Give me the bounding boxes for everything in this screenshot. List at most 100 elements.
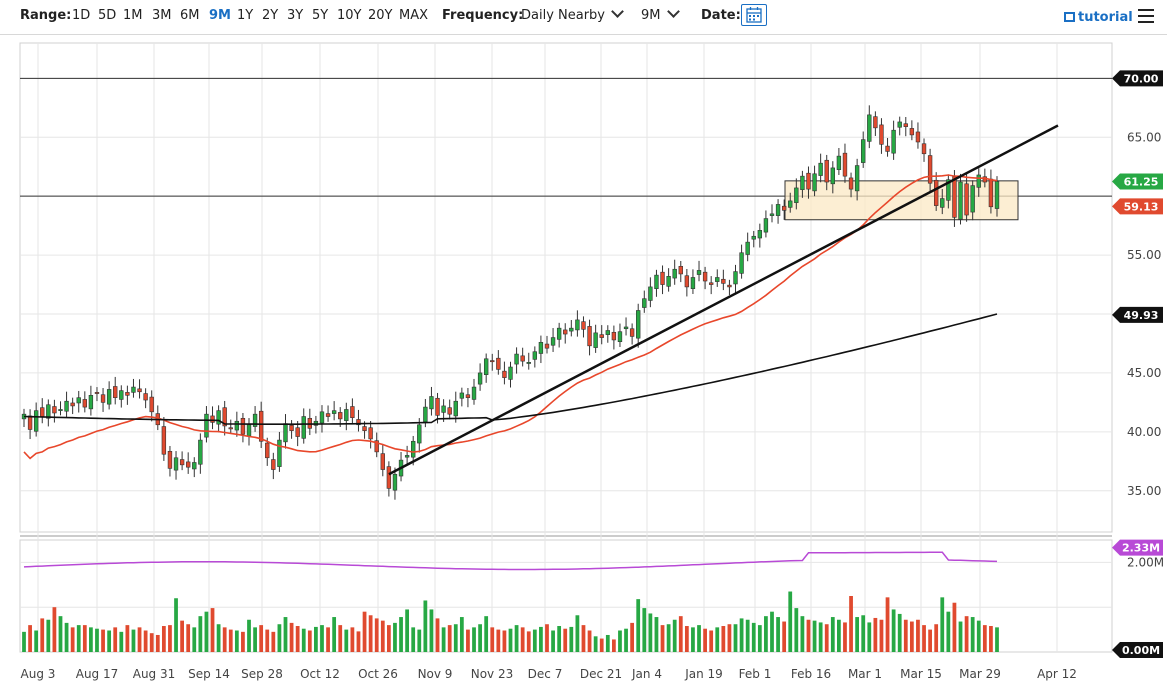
candle-body: [502, 370, 507, 378]
volume-bar: [417, 629, 422, 652]
candle: [593, 324, 598, 353]
candle: [483, 353, 489, 383]
candle: [289, 420, 294, 439]
hamburger-menu-icon[interactable]: [1138, 9, 1154, 23]
frequency-dropdown[interactable]: Daily Nearby: [521, 5, 624, 23]
candle: [660, 265, 665, 295]
volume-bar: [326, 627, 330, 652]
volume-bar: [551, 630, 555, 652]
consolidation-zone: [784, 180, 1019, 221]
range-option-1m[interactable]: 1M: [123, 8, 143, 23]
y-tick-label: 35.00: [1127, 484, 1161, 498]
period-dropdown[interactable]: 9M: [641, 5, 680, 23]
volume-bar: [903, 619, 908, 652]
date-label: Date:: [701, 8, 741, 23]
volume-bar: [654, 617, 659, 652]
candle-body: [40, 407, 45, 417]
candle-body: [404, 455, 410, 458]
candle-body: [137, 388, 142, 393]
range-option-20y[interactable]: 20Y: [368, 8, 393, 23]
candle-body: [113, 386, 118, 398]
badge-label: 0.00M: [1122, 644, 1160, 657]
candle: [137, 379, 142, 399]
volume-bar: [970, 617, 975, 652]
calendar-button[interactable]: [741, 4, 767, 26]
candle-body: [927, 155, 933, 184]
candle-body: [429, 396, 434, 410]
range-option-10y[interactable]: 10Y: [337, 8, 362, 23]
range-option-5d[interactable]: 5D: [98, 8, 117, 23]
candle-body: [356, 419, 361, 426]
candle-body: [891, 129, 896, 154]
candle-body: [471, 386, 477, 400]
badge-label: 59.13: [1124, 200, 1159, 213]
volume-bar: [466, 629, 470, 652]
candle-body: [648, 286, 653, 301]
range-option-3y[interactable]: 3Y: [287, 8, 304, 23]
candle-body: [970, 185, 975, 213]
volume-bar: [216, 624, 221, 652]
range-option-9m[interactable]: 9M: [209, 8, 231, 23]
candle-body: [173, 457, 179, 471]
candle-body: [331, 410, 337, 414]
candle: [781, 199, 787, 220]
candle: [429, 386, 434, 416]
candle-body: [946, 179, 951, 201]
candle: [380, 444, 385, 477]
y-tick-label: 45.00: [1127, 366, 1161, 380]
candle-body: [940, 198, 945, 208]
volume-bar: [843, 622, 847, 652]
range-option-6m[interactable]: 6M: [180, 8, 200, 23]
candle: [27, 409, 33, 440]
volume-bar: [678, 616, 683, 652]
x-tick-label: Feb 16: [791, 667, 831, 681]
volume-bar: [64, 622, 69, 652]
candle-body: [283, 423, 288, 443]
volume-bar: [101, 629, 105, 652]
volume-bar: [247, 619, 251, 652]
candle-body: [265, 442, 270, 459]
range-option-max[interactable]: MAX: [399, 8, 429, 23]
volume-bar: [137, 627, 142, 652]
range-option-1y[interactable]: 1Y: [237, 8, 254, 23]
range-option-1d[interactable]: 1D: [72, 8, 91, 23]
range-option-2y[interactable]: 2Y: [262, 8, 279, 23]
range-option-5y[interactable]: 5Y: [312, 8, 329, 23]
volume-bar: [356, 631, 361, 652]
volume-bar: [922, 625, 926, 652]
volume-bar: [776, 617, 780, 652]
candle-body: [660, 271, 665, 285]
candle-body: [338, 412, 343, 420]
consolidation-box: [784, 180, 1019, 221]
candle-body: [386, 466, 392, 489]
film-icon: [1064, 12, 1075, 22]
volume-bar: [490, 627, 495, 652]
candle: [636, 303, 641, 348]
candle-body: [763, 218, 769, 233]
candle: [569, 320, 574, 337]
volume-bar: [411, 627, 416, 652]
volume-bar: [423, 600, 428, 652]
candle-body: [186, 461, 191, 468]
range-option-3m[interactable]: 3M: [152, 8, 172, 23]
candle-body: [100, 394, 106, 403]
volume-bar: [630, 622, 635, 652]
candle-body: [94, 392, 100, 394]
x-tick-label: Dec 7: [528, 667, 563, 681]
volume-bar: [46, 619, 51, 652]
candle: [708, 276, 714, 295]
candle: [854, 158, 860, 201]
volume-bar: [581, 625, 586, 652]
volume-bar: [496, 629, 501, 652]
volume-bar: [234, 630, 239, 652]
candle: [471, 378, 477, 405]
candle: [988, 169, 994, 214]
candle: [331, 401, 337, 421]
candle-body: [483, 358, 489, 375]
candle-body: [520, 355, 525, 362]
candle-body: [76, 397, 81, 404]
volume-bar: [502, 630, 507, 652]
volume-bar: [964, 616, 969, 652]
tutorial-link[interactable]: tutorial: [1064, 10, 1133, 25]
candle-body: [289, 425, 294, 431]
